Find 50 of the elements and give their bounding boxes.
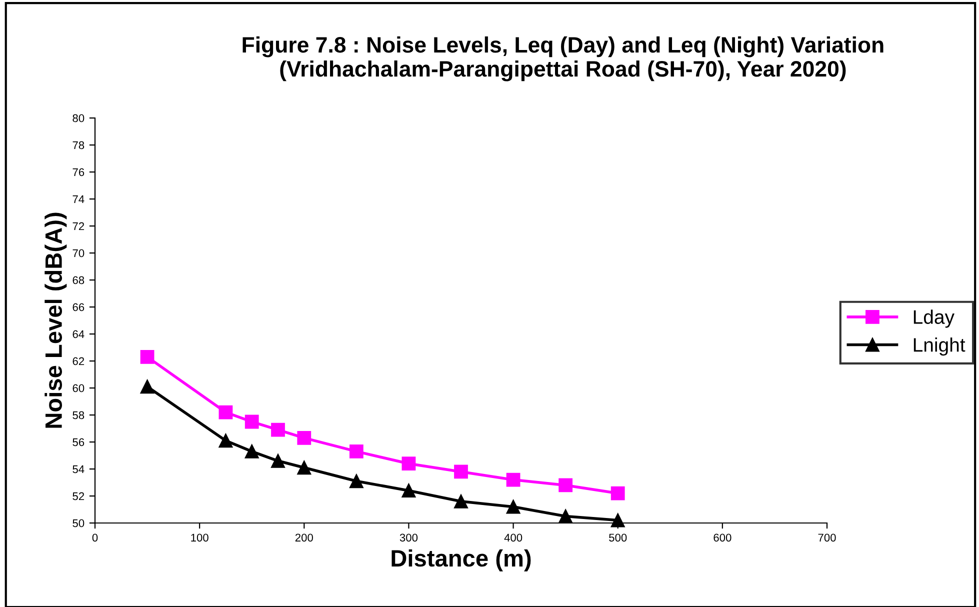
- point: [218, 405, 233, 420]
- y-tick-label: 72: [72, 222, 84, 230]
- y-tick-label: 64: [72, 330, 84, 338]
- y-tick-label: 74: [72, 195, 84, 204]
- chart-title: Figure 7.8 : Noise Levels, Leq (Day) and Leq (Night) Variation (Vridhachalam-Parangipettai Road (SH-70), Year 2020): [242, 36, 884, 82]
- point: [140, 380, 154, 394]
- point: [454, 464, 468, 479]
- y-tick-label: 56: [72, 438, 84, 446]
- x-tick-label: 700: [818, 534, 836, 542]
- y-tick-label: 52: [72, 492, 84, 500]
- point: [349, 474, 364, 488]
- x-tick-label: 500: [609, 534, 627, 542]
- point: [610, 486, 625, 500]
- y-tick-label: 70: [72, 249, 84, 258]
- point: [244, 444, 259, 458]
- y-tick-label: 62: [72, 357, 84, 366]
- y-tick-label: 54: [72, 465, 84, 474]
- y-tick-label: 78: [72, 141, 84, 150]
- legend-label: Lday: [914, 310, 954, 328]
- x-tick-label: 100: [191, 534, 208, 542]
- x-tick-label: 0: [92, 534, 98, 542]
- point: [297, 431, 312, 445]
- point: [218, 434, 233, 448]
- x-tick-label: 400: [504, 534, 522, 542]
- x-axis-title: Distance (m): [392, 549, 531, 572]
- y-tick-label: 60: [72, 384, 84, 392]
- x-tick-label: 300: [400, 534, 418, 542]
- y-tick-label: 58: [72, 411, 84, 420]
- point: [349, 444, 364, 458]
- point: [271, 422, 285, 437]
- point: [558, 478, 573, 492]
- point: [402, 484, 416, 498]
- point: [454, 494, 468, 508]
- y-tick-label: 80: [72, 114, 84, 122]
- point: [506, 500, 520, 514]
- y-tick-label: 76: [72, 168, 84, 176]
- y-tick-label: 66: [72, 303, 84, 312]
- y-tick-label: 68: [72, 276, 84, 284]
- legend-label: Lnight: [914, 338, 966, 356]
- point: [297, 460, 312, 475]
- x-tick-label: 200: [295, 534, 313, 542]
- point: [402, 456, 416, 471]
- x-tick-label: 600: [714, 534, 732, 542]
- point: [271, 454, 285, 468]
- point: [244, 414, 259, 429]
- point: [558, 509, 573, 524]
- point: [140, 350, 154, 364]
- point: [506, 472, 520, 487]
- y-tick-label: 50: [72, 519, 84, 528]
- y-axis-title: Noise Level (dB(A)): [44, 212, 67, 428]
